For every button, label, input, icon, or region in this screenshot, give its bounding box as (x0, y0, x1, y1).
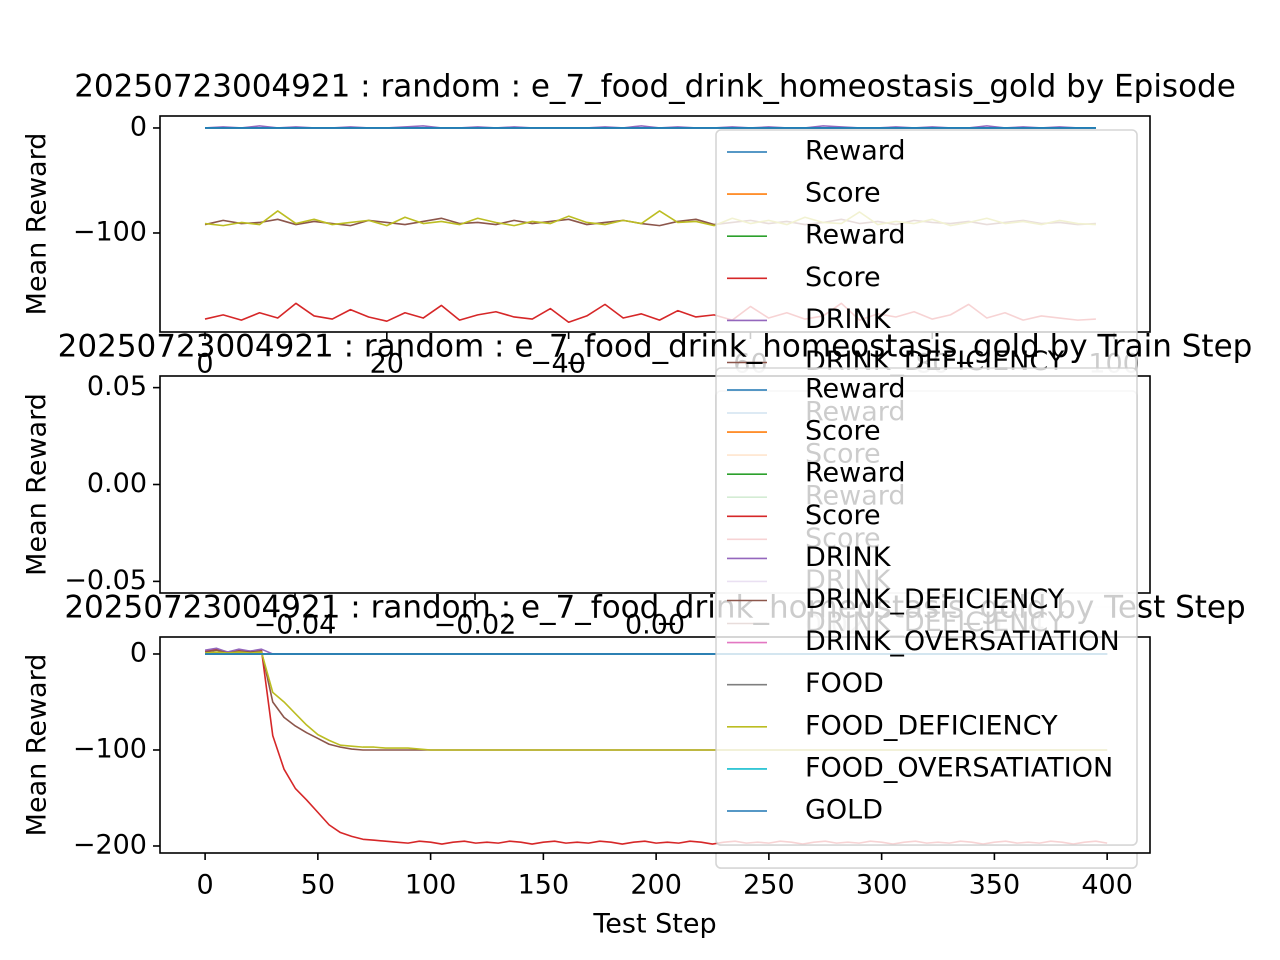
x-tick-label: 40 (551, 349, 585, 380)
legend-label: Score (805, 262, 881, 293)
y-tick-label: −100 (73, 733, 147, 764)
legend-label: DRINK_OVERSATIATION (805, 626, 1120, 657)
legend-box (715, 367, 1138, 846)
y-tick-label: 0 (130, 637, 147, 668)
legend-label: Reward (805, 220, 906, 251)
legend-label: DRINK (805, 304, 892, 335)
x-tick-label: 400 (1081, 870, 1133, 901)
x-tick-label: 100 (405, 870, 457, 901)
x-tick-label: −0.04 (254, 610, 337, 641)
legend: Reward Score Reward Score DRINK DRINK_DEFICIE… (715, 367, 1138, 846)
x-tick-label: 0.00 (625, 610, 685, 641)
legend-label: FOOD_DEFICIENCY (805, 710, 1058, 741)
x-tick-label: 200 (630, 870, 682, 901)
x-tick-label: 350 (969, 870, 1021, 901)
legend-label: Score (805, 178, 881, 209)
y-axis-label: Mean Reward (22, 654, 53, 837)
x-tick-label: 0 (197, 870, 214, 901)
legend-label: DRINK (805, 542, 892, 573)
y-tick-label: 0.00 (87, 468, 147, 499)
axes-frame (159, 636, 1151, 854)
legend-label: Score (805, 500, 881, 531)
x-tick-label: 250 (743, 870, 795, 901)
y-axis-label: Mean Reward (22, 393, 53, 576)
legend-label: GOLD (805, 795, 883, 826)
x-axis-label: Test Step (592, 909, 716, 940)
y-tick-label: −100 (73, 216, 147, 247)
y-tick-label: −0.05 (64, 565, 147, 596)
x-tick-label: 50 (301, 870, 335, 901)
legend-label: FOOD_OVERSATIATION (805, 752, 1113, 783)
x-tick-label: 20 (370, 349, 404, 380)
legend-label: FOOD (805, 668, 884, 699)
axes-frame (159, 115, 1151, 333)
x-tick-label: −0.02 (434, 610, 517, 641)
chart-title: 20250723004921 : random : e_7_food_drink… (58, 329, 1253, 365)
y-tick-label: 0 (130, 111, 147, 142)
legend-label: Reward (805, 458, 906, 489)
x-tick-label: 0 (196, 349, 213, 380)
x-tick-label: 300 (856, 870, 908, 901)
legend-label: Score (805, 416, 881, 447)
y-axis-label: Mean Reward (22, 133, 53, 316)
x-tick-label: 150 (518, 870, 570, 901)
legend-label: Reward (805, 374, 906, 405)
legend-label: Reward (805, 136, 906, 167)
chart-title: 20250723004921 : random : e_7_food_drink… (74, 69, 1236, 105)
y-tick-label: −200 (73, 829, 147, 860)
y-tick-label: 0.05 (87, 371, 147, 402)
legend-label: DRINK_DEFICIENCY (805, 584, 1065, 615)
